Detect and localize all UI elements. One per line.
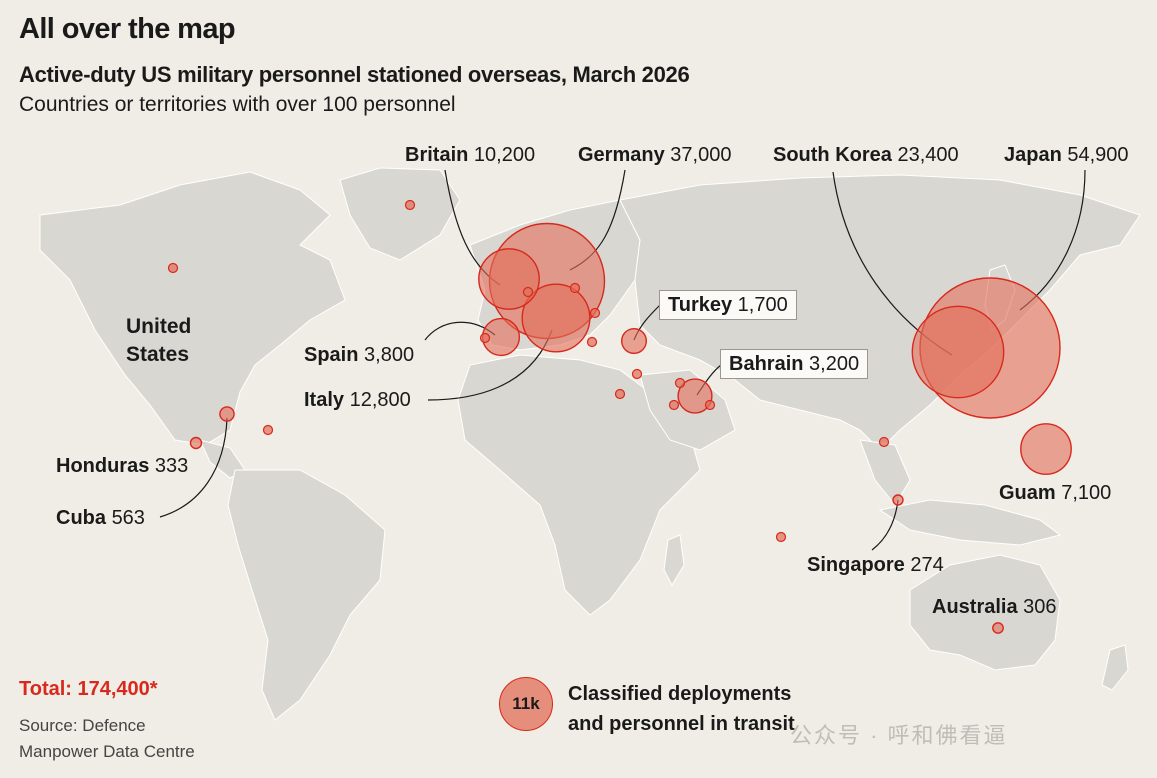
- leader-cuba: [159, 417, 228, 518]
- value-bahrain: 3,200: [809, 353, 860, 375]
- bubble-small-12: [704, 399, 716, 411]
- land-indonesia: [878, 499, 1062, 546]
- name-south-korea: South Korea: [773, 144, 892, 166]
- bubble-australia: [992, 622, 1004, 634]
- value-spain: 3,800: [364, 344, 415, 366]
- chart-title: All over the map: [19, 13, 236, 45]
- bubble-britain: [478, 248, 540, 310]
- bubble-cuba: [219, 406, 235, 422]
- label-italy: Italy 12,800: [304, 388, 411, 412]
- land-north-america: [39, 171, 346, 446]
- source-line1: Source: Defence: [19, 716, 146, 735]
- land-greenland: [339, 167, 461, 261]
- chart-note: Countries or territories with over 100 p…: [19, 93, 456, 116]
- chart-subtitle: Active-duty US military personnel statio…: [19, 62, 690, 87]
- name-bahrain: Bahrain: [729, 353, 804, 375]
- label-south-korea: South Korea 23,400: [773, 143, 959, 167]
- bubble-turkey: [621, 328, 648, 355]
- label-singapore: Singapore 274: [807, 553, 944, 577]
- bubble-small-1: [404, 199, 416, 211]
- source-line2: Manpower Data Centre: [19, 742, 195, 761]
- bubble-singapore: [892, 494, 904, 506]
- name-guam: Guam: [999, 482, 1056, 504]
- label-australia: Australia 306: [932, 595, 1057, 619]
- value-south-korea: 23,400: [897, 144, 959, 166]
- bubble-small-3: [479, 332, 491, 344]
- label-guam: Guam 7,100: [999, 481, 1111, 505]
- bubble-guam: [1020, 423, 1072, 475]
- land-masses: [39, 167, 1141, 721]
- legend-line2: and personnel in transit: [568, 713, 795, 735]
- value-guam: 7,100: [1061, 482, 1112, 504]
- legend-line1: Classified deployments: [568, 683, 792, 705]
- land-asia: [619, 174, 1141, 451]
- name-britain: Britain: [405, 144, 469, 166]
- land-madagascar: [663, 534, 685, 587]
- name-turkey: Turkey: [668, 294, 733, 316]
- value-turkey: 1,700: [737, 294, 788, 316]
- name-germany: Germany: [578, 144, 665, 166]
- bubble-small-5: [569, 282, 581, 294]
- value-italy: 12,800: [349, 389, 411, 411]
- name-cuba: Cuba: [56, 507, 106, 529]
- leader-singapore: [871, 499, 899, 551]
- name-singapore: Singapore: [807, 554, 905, 576]
- value-australia: 306: [1023, 596, 1057, 618]
- land-africa: [457, 354, 701, 616]
- name-spain: Spain: [304, 344, 359, 366]
- bubble-small-11: [668, 399, 680, 411]
- label-spain: Spain 3,800: [304, 343, 414, 367]
- watermark: 公众号 · 呼和佛看逼: [790, 723, 1008, 748]
- name-honduras: Honduras: [56, 455, 150, 477]
- usa-line1: United: [126, 315, 192, 338]
- bubble-bahrain: [677, 378, 713, 414]
- legend-bubble: 11k: [499, 677, 553, 731]
- source-note: Source: Defence Manpower Data Centre: [19, 713, 195, 765]
- name-australia: Australia: [932, 596, 1018, 618]
- land-new-zealand: [1101, 644, 1129, 691]
- bubble-honduras: [189, 436, 203, 450]
- land-se-asia: [859, 439, 911, 506]
- land-south-america: [227, 469, 386, 721]
- bubble-small-7: [586, 336, 598, 348]
- bubbles-layer: [167, 199, 1072, 634]
- bubble-small-8: [631, 368, 643, 380]
- label-united-states: United States: [126, 313, 191, 369]
- bubble-small-6: [589, 307, 601, 319]
- value-honduras: 333: [154, 455, 189, 477]
- bubble-small-2: [262, 424, 274, 436]
- bubble-south-korea: [911, 305, 1005, 399]
- bubble-small-13: [878, 436, 890, 448]
- land-australia: [909, 554, 1061, 671]
- label-britain: Britain 10,200: [405, 143, 535, 167]
- name-japan: Japan: [1004, 144, 1062, 166]
- label-bahrain: Bahrain 3,200: [720, 349, 869, 379]
- name-italy: Italy: [304, 389, 345, 411]
- legend-text: Classified deployments and personnel in …: [568, 679, 795, 739]
- label-honduras: Honduras 333: [56, 454, 188, 478]
- value-britain: 10,200: [473, 144, 536, 166]
- bubble-small-4: [522, 286, 534, 298]
- value-cuba: 563: [111, 507, 145, 529]
- bubble-small-9: [614, 388, 626, 400]
- label-turkey: Turkey 1,700: [659, 290, 797, 320]
- label-japan: Japan 54,900: [1004, 143, 1129, 167]
- total-count: Total: 174,400*: [19, 678, 158, 700]
- bubble-italy: [521, 283, 591, 353]
- label-germany: Germany 37,000: [578, 143, 731, 167]
- bubble-small-10: [674, 377, 686, 389]
- label-cuba: Cuba 563: [56, 506, 145, 530]
- value-singapore: 274: [910, 554, 944, 576]
- bubble-small-0: [167, 262, 179, 274]
- bubble-small-14: [775, 531, 787, 543]
- value-germany: 37,000: [670, 144, 732, 166]
- value-japan: 54,900: [1067, 144, 1129, 166]
- usa-line2: States: [126, 343, 190, 366]
